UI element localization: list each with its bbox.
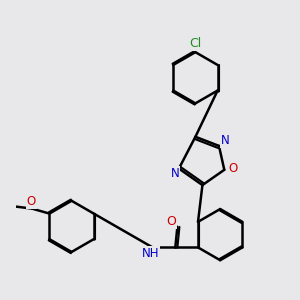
Text: Cl: Cl: [189, 37, 202, 50]
Text: N: N: [221, 134, 230, 147]
Text: O: O: [166, 215, 176, 228]
Text: O: O: [228, 163, 237, 176]
Text: O: O: [27, 195, 36, 208]
Text: N: N: [170, 167, 179, 180]
Text: NH: NH: [142, 247, 159, 260]
